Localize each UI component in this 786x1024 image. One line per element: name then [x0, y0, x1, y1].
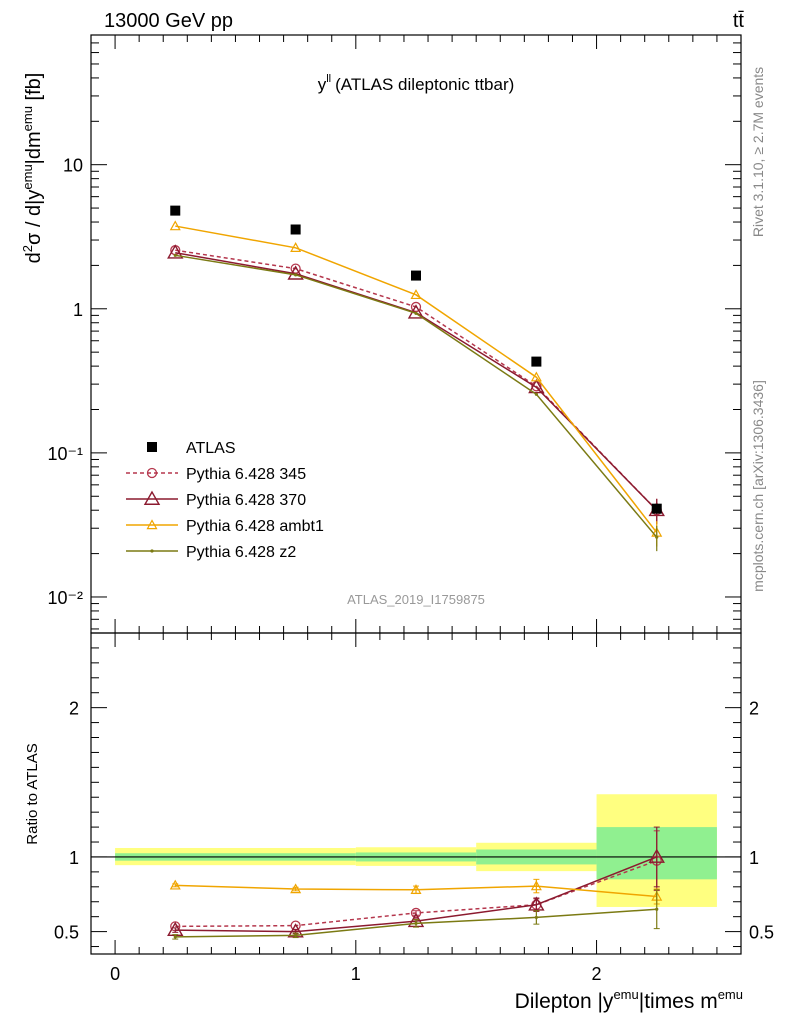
legend-marker [147, 442, 157, 452]
legend-marker [146, 519, 158, 530]
series-point [414, 311, 418, 315]
series-line [175, 225, 658, 534]
series-point [169, 220, 181, 231]
series-point [173, 253, 177, 257]
ratio-series-point [648, 848, 665, 863]
legend-label: Pythia 6.428 345 [186, 466, 306, 483]
ratio-tick-label-right: 1 [749, 848, 759, 868]
x-axis-label: Dilepton |yemu|times memu [515, 987, 743, 1013]
series-point [528, 378, 545, 394]
x-tick-label: 1 [351, 964, 361, 984]
ratio-tick-label-right: 0.5 [749, 923, 774, 943]
x-tick-label: 2 [592, 964, 602, 984]
data-point [411, 270, 421, 281]
data-point [290, 224, 301, 235]
x-tick-label: 0 [110, 964, 120, 984]
ratio-tick-label-left: 2 [69, 699, 79, 719]
process-label: tt̄ [733, 10, 745, 32]
ratio-panel [91, 794, 741, 940]
series-point [287, 265, 304, 280]
legend: ATLAS Pythia 6.428 345 Pythia 6.428 370 Pyt… [126, 440, 324, 561]
series-point [410, 301, 422, 313]
data-point [651, 503, 662, 514]
chart-title: yll (ATLAS dileptonic ttbar) [318, 73, 515, 94]
legend-marker [143, 490, 161, 505]
ratio-tick-label-right: 2 [749, 699, 759, 719]
ratio-y-axis-label: Ratio to ATLAS [24, 743, 41, 844]
ratio-tick-label-left: 0.5 [54, 923, 79, 943]
y-tick-label: 10 [63, 156, 83, 176]
series-point [167, 244, 184, 259]
ratio-series-point [410, 884, 422, 895]
ratio-series-point [655, 907, 659, 911]
legend-label: Pythia 6.428 370 [186, 492, 306, 509]
ratio-frame [90, 632, 742, 955]
series-point [410, 289, 422, 300]
series-point [294, 273, 298, 277]
legend-label: Pythia 6.428 z2 [186, 544, 296, 561]
legend-marker [150, 549, 154, 553]
series-point [531, 381, 542, 392]
main-marks [167, 205, 665, 552]
series-point [290, 242, 302, 252]
ratio-series-point [528, 896, 545, 911]
data-point [170, 205, 181, 216]
analysis-id: ATLAS_2019_I1759875 [347, 592, 485, 607]
legend-marker [146, 467, 158, 479]
y-tick-label: 1 [73, 300, 83, 320]
y-tick-label: 10⁻¹ [47, 444, 83, 464]
ratio-series-point [534, 915, 538, 920]
ratio-series-point [414, 921, 418, 925]
ratio-tick-label-left: 1 [69, 848, 79, 868]
legend-label: ATLAS [186, 440, 236, 457]
ratio-series-point [169, 879, 181, 890]
ratio-series-point [530, 880, 542, 891]
data-point [531, 356, 542, 367]
y-axis-label: d2σ / d|yemu|dmemu [fb] [20, 73, 45, 264]
ratio-series-point [290, 883, 302, 894]
energy-label: 13000 GeV pp [104, 10, 233, 32]
series-point [530, 371, 542, 382]
ratio-series-point [294, 933, 298, 937]
rivet-label: Rivet 3.1.10, ≥ 2.7M events [750, 67, 766, 237]
series-point [534, 392, 538, 396]
y-tick-label: 10⁻² [47, 588, 83, 608]
ratio-series-point [173, 935, 177, 939]
ratio-series-point [410, 907, 422, 919]
mcplots-label: mcplots.cern.ch [arXiv:1306.3436] [750, 380, 766, 592]
axis-ticks: 0 1 2 10⁻² 10⁻¹ 1 10 0.5 0.5 1 1 2 2 [47, 35, 774, 984]
legend-label: Pythia 6.428 ambt1 [186, 518, 324, 535]
